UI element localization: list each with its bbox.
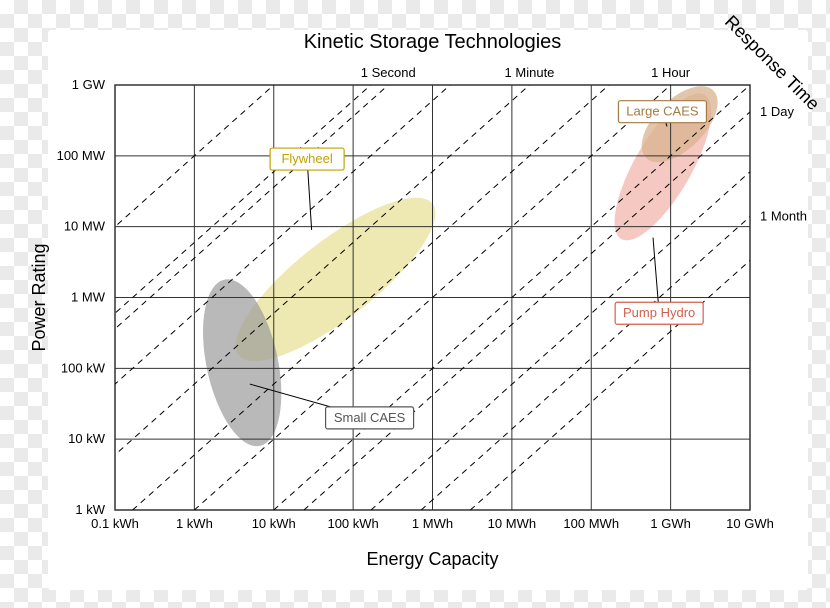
- y-tick-label: 1 MW: [71, 290, 106, 305]
- response-time-label: 1 Hour: [651, 65, 691, 80]
- x-tick-label: 100 MWh: [563, 516, 619, 531]
- x-tick-label: 1 MWh: [412, 516, 453, 531]
- label-text-small-caes: Small CAES: [334, 410, 406, 425]
- x-tick-label: 100 kWh: [327, 516, 378, 531]
- diag-labels: 1 Second 1 Minute 1 Hour 1 Day 1 Month: [361, 65, 807, 224]
- x-tick-label: 0.1 kWh: [91, 516, 139, 531]
- y-tick-label: 1 GW: [72, 77, 106, 92]
- y-tick-label: 100 kW: [61, 360, 106, 375]
- x-tick-label: 1 kWh: [176, 516, 213, 531]
- chart-title: Kinetic Storage Technologies: [304, 31, 562, 53]
- y-axis-label: Power Rating: [29, 243, 49, 351]
- x-axis-label: Energy Capacity: [366, 549, 498, 569]
- response-time-label: 1 Month: [760, 209, 807, 224]
- y-tick-label: 10 kW: [68, 431, 106, 446]
- x-tick-label: 1 GWh: [650, 516, 690, 531]
- y-tick-label: 10 MW: [64, 219, 106, 234]
- x-tick-label: 10 kWh: [252, 516, 296, 531]
- label-text-pump-hydro: Pump Hydro: [623, 305, 695, 320]
- response-time-label: 1 Second: [361, 65, 416, 80]
- y-tick-label: 1 kW: [75, 502, 105, 517]
- y-tick-label: 100 MW: [57, 148, 106, 163]
- diag-axis-label: Response Time: [721, 11, 824, 114]
- response-time-label: 1 Minute: [505, 65, 555, 80]
- x-tick-label: 10 MWh: [488, 516, 536, 531]
- regions-group: [190, 73, 731, 453]
- label-text-flywheel: Flywheel: [281, 151, 332, 166]
- label-text-large-caes: Large CAES: [626, 104, 699, 119]
- x-tick-label: 10 GWh: [726, 516, 774, 531]
- chart-svg: Flywheel Small CAES Pump Hydro Large CAES 0.…: [0, 0, 830, 608]
- response-time-label: 1 Day: [760, 104, 794, 119]
